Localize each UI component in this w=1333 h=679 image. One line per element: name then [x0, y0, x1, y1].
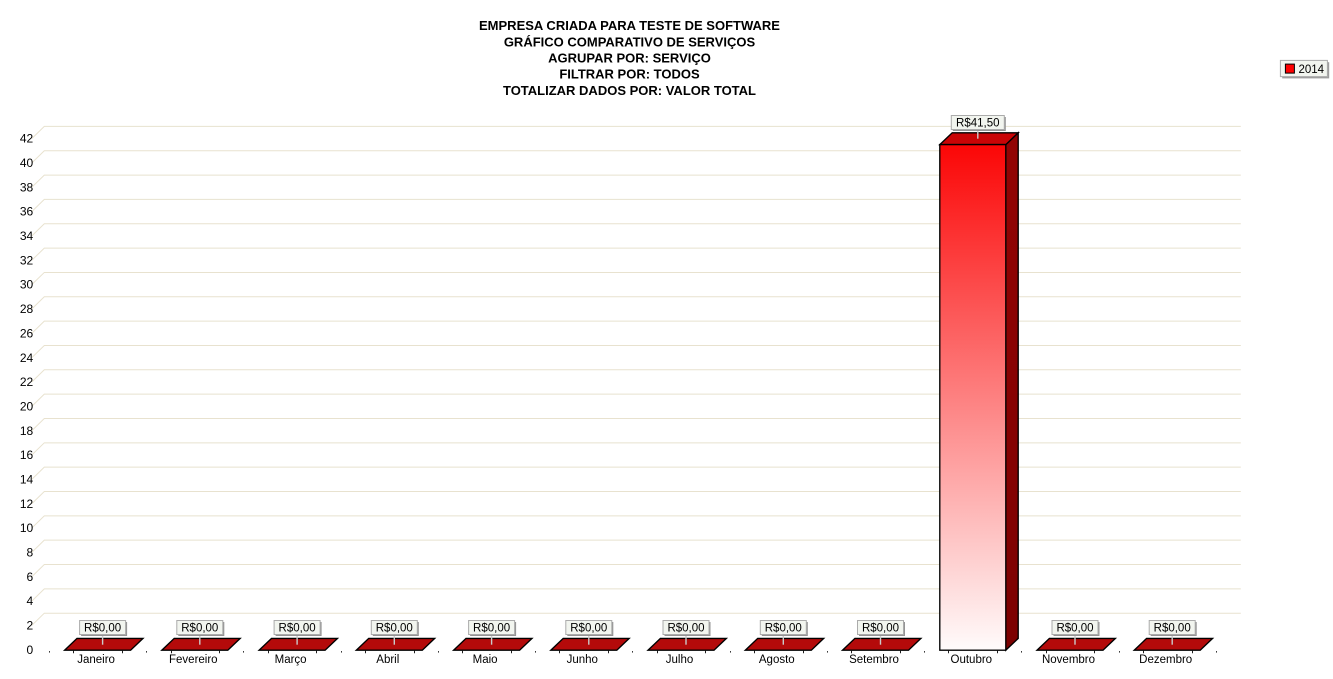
svg-text:0: 0 [27, 643, 34, 657]
svg-text:AGRUPAR POR: SERVIÇO: AGRUPAR POR: SERVIÇO [548, 51, 711, 66]
svg-text:18: 18 [20, 424, 34, 438]
svg-text:R$0,00: R$0,00 [84, 623, 121, 635]
svg-text:36: 36 [20, 205, 34, 219]
svg-text:Setembro: Setembro [849, 654, 899, 666]
svg-text:FILTRAR POR: TODOS: FILTRAR POR: TODOS [559, 67, 700, 82]
svg-text:R$0,00: R$0,00 [376, 623, 413, 635]
svg-text:26: 26 [20, 326, 34, 340]
svg-text:R$0,00: R$0,00 [1154, 623, 1191, 635]
svg-text:Abril: Abril [376, 654, 399, 666]
svg-text:R$0,00: R$0,00 [473, 623, 510, 635]
svg-text:GRÁFICO COMPARATIVO DE SERVIÇO: GRÁFICO COMPARATIVO DE SERVIÇOS [504, 34, 756, 49]
svg-text:R$0,00: R$0,00 [279, 623, 316, 635]
svg-text:16: 16 [20, 448, 34, 462]
svg-text:Agosto: Agosto [759, 654, 795, 666]
svg-text:4: 4 [27, 594, 34, 608]
svg-text:28: 28 [20, 302, 34, 316]
svg-text:Junho: Junho [567, 654, 598, 666]
svg-text:TOTALIZAR DADOS POR: VALOR TOT: TOTALIZAR DADOS POR: VALOR TOTAL [503, 83, 756, 98]
svg-text:10: 10 [20, 521, 34, 535]
svg-text:EMPRESA CRIADA PARA TESTE DE S: EMPRESA CRIADA PARA TESTE DE SOFTWARE [479, 18, 780, 33]
svg-text:Novembro: Novembro [1042, 654, 1095, 666]
svg-text:12: 12 [20, 497, 34, 511]
svg-text:R$0,00: R$0,00 [181, 623, 218, 635]
svg-text:Maio: Maio [473, 654, 498, 666]
svg-text:22: 22 [20, 375, 34, 389]
svg-text:2014: 2014 [1299, 64, 1325, 76]
svg-text:Janeiro: Janeiro [77, 654, 115, 666]
svg-text:34: 34 [20, 229, 34, 243]
svg-text:R$0,00: R$0,00 [862, 623, 899, 635]
svg-text:6: 6 [27, 570, 34, 584]
svg-text:42: 42 [20, 132, 34, 146]
svg-text:Fevereiro: Fevereiro [169, 654, 218, 666]
svg-text:14: 14 [20, 472, 34, 486]
svg-text:Outubro: Outubro [951, 654, 993, 666]
svg-text:Março: Março [275, 654, 307, 666]
svg-text:32: 32 [20, 253, 34, 267]
svg-text:R$0,00: R$0,00 [570, 623, 607, 635]
svg-text:R$41,50: R$41,50 [956, 118, 999, 130]
svg-text:R$0,00: R$0,00 [1056, 623, 1093, 635]
svg-text:Julho: Julho [666, 654, 694, 666]
svg-text:R$0,00: R$0,00 [765, 623, 802, 635]
svg-text:38: 38 [20, 180, 34, 194]
svg-text:24: 24 [20, 351, 34, 365]
svg-text:30: 30 [20, 278, 34, 292]
svg-text:40: 40 [20, 156, 34, 170]
svg-text:2: 2 [27, 619, 34, 633]
svg-text:Dezembro: Dezembro [1139, 654, 1192, 666]
svg-text:R$0,00: R$0,00 [667, 623, 704, 635]
svg-text:20: 20 [20, 399, 34, 413]
svg-text:8: 8 [27, 545, 34, 559]
